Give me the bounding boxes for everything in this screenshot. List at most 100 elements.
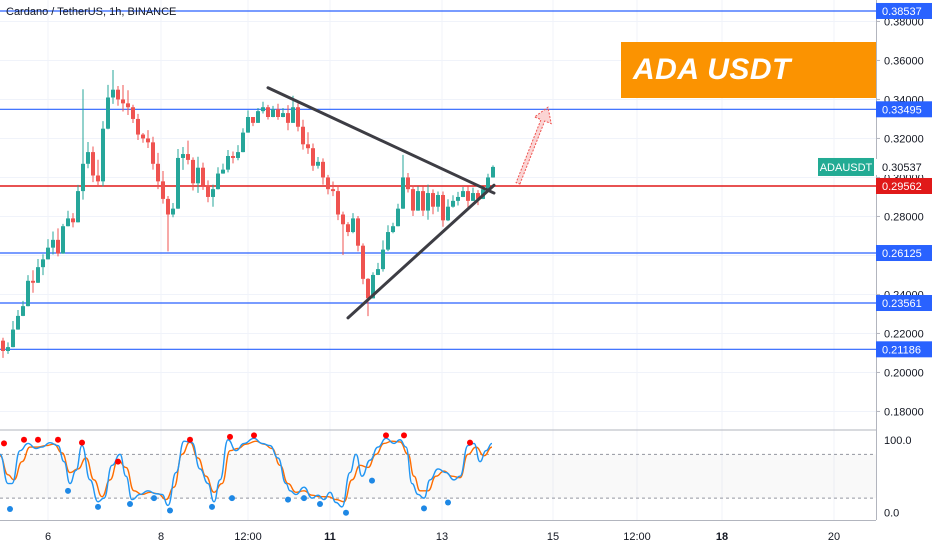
level-price-tag <box>876 101 932 118</box>
candle-body <box>341 214 345 225</box>
candle-body <box>316 161 320 166</box>
candle-body <box>351 218 355 233</box>
candle-body <box>311 148 315 166</box>
x-tick-label: 12:00 <box>234 531 262 543</box>
candle-body <box>331 189 335 192</box>
level-price-label: 0.38537 <box>882 6 922 18</box>
y-tick-label: 0.28000 <box>884 211 924 223</box>
candle-body <box>266 107 270 117</box>
candle-body <box>491 166 495 178</box>
stoch-low-marker <box>65 487 71 494</box>
x-tick-label: 15 <box>547 531 559 543</box>
projection-arrow <box>515 106 552 185</box>
candle-body <box>366 278 370 299</box>
candle-body <box>116 89 120 100</box>
candle-body <box>61 226 65 254</box>
candle-body <box>271 109 275 117</box>
level-price-label: 0.26125 <box>882 248 922 260</box>
candle-body <box>26 280 30 307</box>
candle-body <box>426 193 430 211</box>
stoch-low-marker <box>151 495 157 502</box>
candle-body <box>36 267 40 283</box>
stoch-low-marker <box>127 500 133 507</box>
candle-body <box>296 107 300 127</box>
candle-body <box>196 167 200 184</box>
candle-body <box>451 200 455 207</box>
candle-body <box>421 191 425 211</box>
level-price-label: 0.33495 <box>882 104 922 116</box>
candle-body <box>161 181 165 199</box>
stoch-high-marker <box>21 436 27 443</box>
candle-body <box>101 128 105 182</box>
stoch-high-marker <box>227 433 233 440</box>
candle-body <box>16 315 20 330</box>
candle-body <box>436 195 440 207</box>
stoch-high-marker <box>401 432 407 439</box>
stoch-low-marker <box>167 507 173 514</box>
candle-body <box>401 177 405 209</box>
stoch-d-line <box>0 440 493 503</box>
level-price-label: 0.23561 <box>882 298 922 310</box>
y-tick-label: 0.18000 <box>884 406 924 418</box>
stoch-high-marker <box>251 432 257 439</box>
x-tick-label: 13 <box>436 531 448 543</box>
symbol-info: Cardano / TetherUS, 1h, BINANCE <box>6 6 177 18</box>
y-tick-label: 0.32000 <box>884 133 924 145</box>
candle-body <box>206 185 210 197</box>
candle-body <box>1 340 5 351</box>
candle-body <box>241 132 245 153</box>
candle-body <box>201 167 205 186</box>
candle-body <box>216 173 220 190</box>
level-price-tag <box>876 177 932 194</box>
candle-body <box>106 97 110 129</box>
candle-body <box>381 249 385 270</box>
triangle-lower-line <box>346 183 496 320</box>
y-tick-label: 0.22000 <box>884 328 924 340</box>
candle-body <box>461 191 465 197</box>
triangle-upper-line <box>266 86 496 195</box>
stoch-high-marker <box>187 436 193 443</box>
y-tick-label: 0.36000 <box>884 55 924 67</box>
candle-body <box>301 126 305 145</box>
candle-body <box>471 193 475 201</box>
stoch-low-marker <box>421 505 427 512</box>
candle-body <box>136 118 140 135</box>
candle-body <box>446 206 450 221</box>
price-axis-background <box>876 0 932 550</box>
candle-body <box>336 191 340 215</box>
x-tick-label: 20 <box>828 531 840 543</box>
candle-body <box>6 347 10 351</box>
stoch-low-marker <box>229 495 235 502</box>
x-tick-label: 8 <box>158 531 164 543</box>
candle-body <box>321 161 325 178</box>
candle-body <box>276 109 280 117</box>
stoch-high-marker <box>1 440 7 447</box>
candle-body <box>251 117 255 123</box>
candle-body <box>31 280 35 283</box>
last-price-tag <box>876 158 932 175</box>
level-price-tag <box>876 341 932 358</box>
candle-body <box>166 198 170 215</box>
candle-body <box>86 152 90 164</box>
stoch-low-marker <box>209 503 215 510</box>
candle-body <box>226 156 230 170</box>
candle-body <box>371 274 375 299</box>
candle-body <box>291 107 295 123</box>
candle-body <box>96 175 100 182</box>
stoch-high-marker <box>383 432 389 439</box>
candle-body <box>386 232 390 250</box>
candle-body <box>111 89 115 98</box>
candle-body <box>146 138 150 143</box>
title-banner: ADA USDT <box>621 42 876 98</box>
candle-body <box>411 189 415 211</box>
candle-body <box>171 208 175 215</box>
candle-body <box>256 111 260 123</box>
stoch-high-marker <box>35 436 41 443</box>
candle-body <box>91 152 95 176</box>
stoch-high-marker <box>79 439 85 446</box>
level-price-tag <box>876 295 932 312</box>
candle-body <box>391 226 395 233</box>
level-price-label: 0.29562 <box>882 181 922 193</box>
candle-body <box>126 103 130 108</box>
candle-body <box>141 134 145 139</box>
